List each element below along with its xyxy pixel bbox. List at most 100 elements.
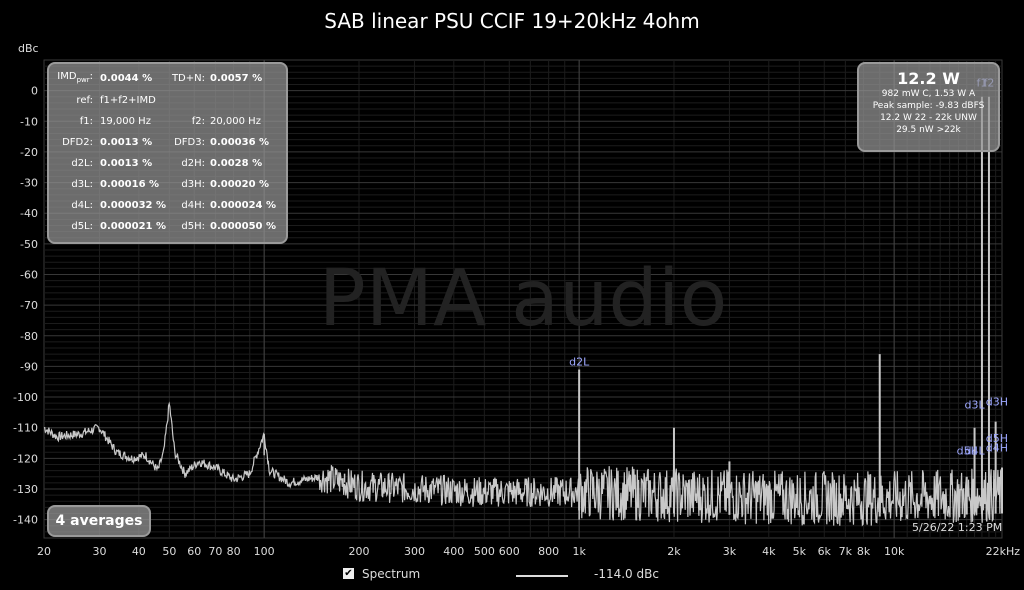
tdn-value: 0.0057 % [210, 73, 263, 84]
d2l-label: d2L: [71, 158, 93, 169]
x-tick-label: 2k [667, 545, 681, 558]
y-tick-label: -110 [13, 422, 38, 435]
x-tick-label: 6k [818, 545, 832, 558]
x-tick-label: 100 [254, 545, 275, 558]
annotation-label: d2L [569, 355, 590, 368]
y-tick-label: -130 [13, 483, 38, 496]
annotation-label: d4L [964, 444, 985, 457]
x-tick-label: 5k [793, 545, 807, 558]
power-total: 12.2 W [897, 69, 960, 88]
x-tick-label: 30 [92, 545, 106, 558]
x-tick-label: 40 [132, 545, 146, 558]
x-tick-label: 1k [572, 545, 586, 558]
d3l-value: 0.00016 % [100, 179, 160, 190]
x-tick-labels: 20 30 40 50 60 70 80 100 200 300 400 500 600 800 1k 2k 3… [37, 545, 1020, 558]
y-tick-label: -10 [20, 115, 38, 128]
spectrum-trace [43, 401, 1003, 527]
annotation-label: d5H [986, 432, 1008, 445]
x-tick-label: 4k [762, 545, 776, 558]
imd-value: 0.0044 % [100, 73, 153, 84]
annotation-label: d5L [957, 444, 978, 457]
power-unweighted: 12.2 W 22 - 22k UNW [880, 113, 977, 123]
d5h-label: d5H: [181, 221, 205, 232]
d2h-label: d2H: [181, 158, 205, 169]
y-axis-unit-label: dBc [18, 42, 39, 55]
x-tick-label: 600 [499, 545, 520, 558]
annotation-label: d3L [964, 398, 985, 411]
dfd2-value: 0.0013 % [100, 137, 153, 148]
y-tick-label: 0 [31, 85, 38, 98]
y-tick-label: -50 [20, 238, 38, 251]
f2-value: 20,000 Hz [210, 116, 261, 127]
d4h-label: d4H: [181, 200, 205, 211]
watermark-text: PMA audio [319, 254, 728, 344]
d3l-label: d3L: [71, 179, 93, 190]
dfd3-label: DFD3: [174, 137, 205, 148]
y-tick-label: -20 [20, 146, 38, 159]
x-tick-label: 80 [227, 545, 241, 558]
legend-level-value: -114.0 dBc [594, 567, 659, 581]
x-tick-label: 500 [474, 545, 495, 558]
legend-series-name: Spectrum [362, 567, 421, 581]
d2l-value: 0.0013 % [100, 158, 153, 169]
y-tick-label: -30 [20, 177, 38, 190]
d4l-value: 0.000032 % [100, 200, 167, 211]
d5h-value: 0.000050 % [210, 221, 277, 232]
harmonic-annotations: d2Lf1f2d3Ld3Hd5Ld4Ld4Hd5H [569, 77, 1008, 458]
timestamp: 5/26/22 1:23 PM [912, 521, 1003, 534]
x-tick-label: 200 [348, 545, 369, 558]
y-tick-label: -100 [13, 391, 38, 404]
d3h-label: d3H: [181, 179, 205, 190]
d4h-value: 0.000024 % [210, 200, 277, 211]
dfd3-value: 0.00036 % [210, 137, 270, 148]
peak-sample: Peak sample: -9.83 dBFS [872, 101, 985, 111]
d3h-value: 0.00020 % [210, 179, 270, 190]
x-tick-label: 3k [723, 545, 737, 558]
power-panel: 12.2 W 982 mW C, 1.53 W A Peak sample: -… [857, 62, 1000, 152]
f2-label: f2: [191, 116, 205, 127]
x-tick-label: 50 [162, 545, 176, 558]
ref-label: ref: [76, 95, 93, 106]
y-tick-label: -60 [20, 268, 38, 281]
tdn-label: TD+N: [171, 73, 205, 84]
x-tick-label: 70 [208, 545, 222, 558]
d5l-label: d5L: [71, 221, 93, 232]
x-tick-label: 8k [857, 545, 871, 558]
y-tick-label: -40 [20, 207, 38, 220]
power-above-22k: 29.5 nW >22k [896, 125, 961, 135]
f1-label: f1: [79, 116, 93, 127]
x-tick-label: 20 [37, 545, 51, 558]
imd-label: IMDpwr: [57, 71, 93, 84]
y-tick-label: -120 [13, 452, 38, 465]
x-tick-label: 800 [538, 545, 559, 558]
averages-badge: 4 averages [47, 505, 151, 537]
x-tick-label: 400 [443, 545, 464, 558]
x-tick-label: 7k [839, 545, 853, 558]
spectrum-series [43, 96, 1003, 527]
annotation-label: d3H [986, 395, 1008, 408]
spectrum-checkbox[interactable]: ✔ [343, 568, 354, 579]
major-grid [44, 60, 1002, 538]
ref-value: f1+f2+IMD [100, 95, 156, 106]
legend-line-swatch [516, 575, 568, 577]
imd-stats-panel: IMDpwr: 0.0044 % TD+N: 0.0057 % ref: f1+… [47, 62, 288, 244]
legend: ✔ Spectrum -114.0 dBc [0, 566, 1024, 586]
y-tick-label: -80 [20, 330, 38, 343]
y-tick-label: -70 [20, 299, 38, 312]
f1-value: 19,000 Hz [100, 116, 151, 127]
power-weighted: 982 mW C, 1.53 W A [881, 89, 976, 99]
y-tick-labels: 0 -10 -20 -30 -40 -50 -60 -70 -80 -90 -100 -110 -120… [13, 85, 38, 527]
chart-title: SAB linear PSU CCIF 19+20kHz 4ohm [324, 9, 700, 33]
x-tick-label: 60 [187, 545, 201, 558]
d4l-label: d4L: [71, 200, 93, 211]
x-tick-label: 22kHz [986, 545, 1021, 558]
y-tick-label: -90 [20, 360, 38, 373]
d5l-value: 0.000021 % [100, 221, 167, 232]
x-tick-label: 10k [884, 545, 905, 558]
imd-label-subscript: pwr [76, 76, 90, 84]
annotation-label: d4H [986, 441, 1008, 454]
y-tick-label: -140 [13, 514, 38, 527]
dfd2-label: DFD2: [62, 137, 93, 148]
x-tick-label: 300 [404, 545, 425, 558]
